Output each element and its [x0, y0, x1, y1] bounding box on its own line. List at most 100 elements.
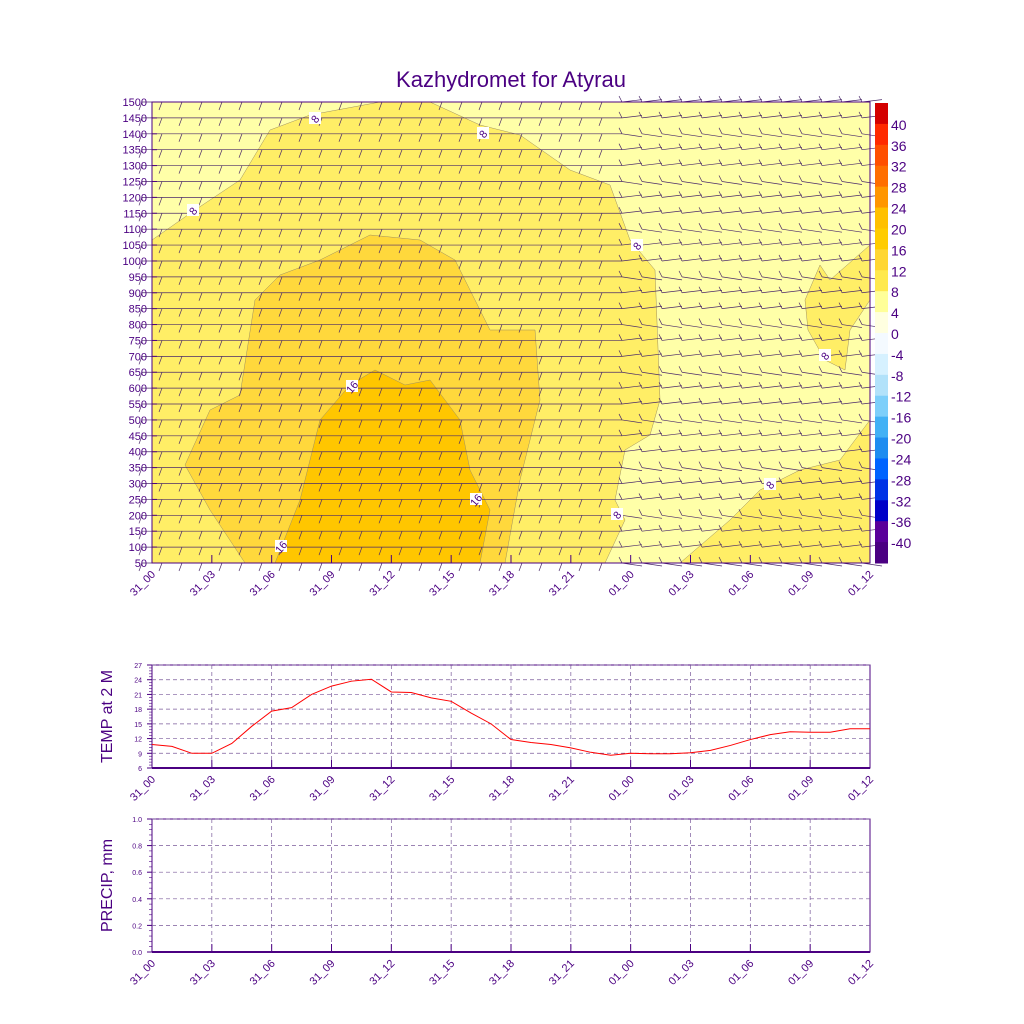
- wind-barb-flag: [458, 149, 463, 158]
- wind-barb-shaft: [761, 514, 783, 519]
- colorbar-label: -12: [891, 389, 911, 405]
- wind-barb-flag: [318, 260, 323, 270]
- wind-barb-flag: [238, 181, 243, 190]
- wind-barb-flag: [318, 483, 323, 492]
- wind-barb-flag: [558, 165, 563, 174]
- wind-barb-flag: [578, 356, 583, 365]
- wind-barb-shaft: [821, 115, 843, 119]
- wind-barb-flag: [518, 308, 523, 317]
- wind-barb-flag: [678, 540, 683, 548]
- wind-barb-shaft: [721, 528, 743, 532]
- wind-barb-shaft: [661, 480, 683, 484]
- wind-barb-shaft: [681, 528, 703, 532]
- wind-barb-shaft: [661, 133, 683, 138]
- wind-barb-flag: [318, 531, 323, 540]
- wind-barb-flag: [438, 213, 443, 222]
- wind-barb-flag: [538, 229, 543, 238]
- wind-barb-flag: [818, 286, 823, 293]
- wind-barb-flag: [538, 181, 543, 190]
- x-tick-label: 31_06: [248, 569, 278, 599]
- contour-label-bg: [470, 493, 482, 505]
- wind-barb-flag: [858, 270, 863, 278]
- wind-barb-flag: [598, 515, 603, 524]
- wind-barb-flag: [558, 483, 563, 492]
- y-tick-label: 200: [129, 510, 147, 522]
- wind-barb-flag: [278, 419, 283, 429]
- wind-barb-shaft: [781, 115, 803, 119]
- wind-barb-shaft: [661, 242, 683, 246]
- contour-label-bg: [611, 508, 623, 520]
- x-tick-label: 01_06: [726, 774, 756, 804]
- wind-barb-flag: [178, 260, 183, 270]
- wind-barb-flag: [538, 499, 543, 508]
- wind-barb-shaft: [781, 433, 803, 437]
- wind-barb-flag: [438, 260, 443, 270]
- wind-barb-flag: [438, 292, 443, 301]
- wind-barb-flag: [218, 229, 223, 238]
- wind-barb-flag: [758, 509, 763, 516]
- wind-barb-flag: [418, 133, 423, 142]
- wind-barb-flag: [538, 197, 543, 206]
- wind-barb-flag: [178, 467, 183, 476]
- wind-barb-flag: [178, 229, 183, 238]
- wind-barb-flag: [638, 493, 643, 500]
- colorbar-swatch: [875, 333, 888, 355]
- wind-barb-shaft: [841, 290, 863, 294]
- wind-barb-shaft: [661, 337, 683, 341]
- wind-barb-flag: [678, 556, 683, 564]
- wind-barb-flag: [738, 302, 743, 309]
- wind-barb-flag: [258, 133, 263, 142]
- wind-barb-flag: [658, 445, 663, 452]
- wind-barb-flag: [378, 292, 383, 301]
- wind-barb-flag: [398, 515, 403, 524]
- wind-barb-shaft: [681, 337, 703, 341]
- wind-barb-flag: [278, 531, 283, 540]
- colorbar-swatch: [875, 437, 888, 459]
- x-tick-label: 31_18: [487, 774, 517, 804]
- wind-barb-shaft: [741, 290, 763, 294]
- wind-barb-shaft: [721, 544, 743, 548]
- wind-barb-flag: [558, 101, 563, 111]
- y-tick-label: 27: [134, 663, 142, 670]
- wind-barb-flag: [378, 213, 383, 222]
- wind-barb-flag: [238, 356, 243, 365]
- wind-barb-flag: [338, 149, 343, 158]
- wind-barb-flag: [438, 467, 443, 476]
- wind-barb-flag: [578, 419, 583, 429]
- y-tick-label: 0.0: [132, 950, 142, 957]
- y-tick-label: 1000: [123, 256, 147, 268]
- wind-barb-flag: [718, 493, 723, 500]
- wind-barb-flag: [838, 159, 843, 166]
- wind-barb-flag: [398, 276, 403, 285]
- y-tick-label: 250: [129, 494, 147, 506]
- y-tick-label: 0.6: [132, 870, 142, 877]
- wind-barb-flag: [778, 350, 783, 357]
- wind-barb-flag: [238, 403, 243, 413]
- wind-barb-flag: [498, 229, 503, 238]
- wind-barb-flag: [678, 350, 683, 357]
- wind-barb-shaft: [741, 181, 763, 185]
- wind-barb-flag: [798, 556, 803, 564]
- wind-barb-flag: [798, 509, 803, 516]
- wind-barb-flag: [638, 159, 643, 166]
- wind-barb-flag: [458, 244, 463, 254]
- wind-barb-flag: [738, 175, 743, 182]
- wind-barb-flag: [478, 181, 483, 190]
- wind-barb-flag: [138, 165, 143, 174]
- wind-barb-shaft: [681, 371, 703, 376]
- wind-barb-shaft: [621, 290, 643, 294]
- wind-barb-flag: [758, 525, 763, 532]
- wind-barb-flag: [318, 372, 323, 381]
- wind-barb-flag: [678, 366, 683, 373]
- wind-barb-flag: [858, 461, 863, 468]
- wind-barb-flag: [318, 197, 323, 206]
- wind-barb-flag: [818, 270, 823, 278]
- wind-barb-shaft: [641, 385, 663, 389]
- y-tick-label: 150: [129, 526, 147, 538]
- wind-barb-flag: [138, 292, 143, 301]
- colorbar-label: 4: [891, 305, 899, 321]
- colorbar-label: -32: [891, 493, 911, 509]
- wind-barb-flag: [518, 356, 523, 365]
- wind-barb-shaft: [621, 228, 643, 233]
- wind-barb-flag: [518, 388, 523, 397]
